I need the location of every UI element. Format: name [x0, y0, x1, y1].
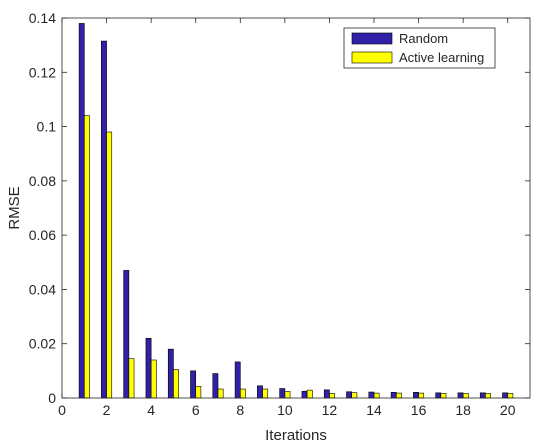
x-tick-label: 20 — [500, 402, 516, 418]
legend-swatch — [351, 32, 393, 45]
legend-swatch — [351, 51, 393, 64]
bar — [507, 393, 514, 399]
bar — [440, 393, 447, 399]
bar — [106, 131, 113, 399]
bar — [195, 386, 202, 399]
x-tick-label: 16 — [411, 402, 427, 418]
bar — [346, 391, 353, 399]
y-tick-label: 0.12 — [29, 64, 56, 80]
y-axis-ticks: 0 0.02 0.04 0.06 0.08 0.1 0.12 0.14 — [29, 10, 530, 406]
bar — [306, 389, 313, 399]
x-tick-label: 10 — [277, 402, 293, 418]
x-tick-label: 2 — [103, 402, 111, 418]
y-tick-label: 0.02 — [29, 336, 56, 352]
bar — [217, 388, 224, 399]
x-tick-label: 6 — [192, 402, 200, 418]
bar — [190, 370, 197, 399]
bar — [150, 359, 157, 399]
x-axis-ticks: 0 2 4 6 8 10 12 14 16 18 20 — [58, 18, 516, 418]
bar — [368, 391, 375, 399]
y-tick-label: 0.04 — [29, 281, 56, 297]
bar — [83, 115, 90, 399]
x-tick-label: 12 — [322, 402, 338, 418]
bar — [373, 392, 380, 399]
x-tick-label: 8 — [236, 402, 244, 418]
series-random — [78, 23, 509, 399]
bars-group — [78, 23, 514, 399]
bar — [462, 393, 469, 399]
x-axis-label: Iterations — [265, 427, 327, 444]
bar — [279, 388, 286, 399]
bar — [128, 358, 135, 399]
legend-label: Random — [399, 31, 448, 46]
bar — [502, 392, 509, 399]
series-active-learning — [83, 115, 514, 399]
bar — [78, 23, 85, 399]
bar — [101, 40, 107, 399]
x-tick-label: 14 — [366, 402, 382, 418]
y-tick-label: 0.08 — [29, 173, 56, 189]
legend: Random Active learning — [343, 27, 496, 69]
y-axis-label: RMSE — [6, 186, 23, 229]
bar — [173, 369, 179, 399]
bar — [351, 392, 358, 399]
bar — [167, 348, 174, 399]
bar — [234, 361, 241, 399]
y-tick-label: 0.1 — [37, 119, 57, 135]
bar — [479, 392, 486, 399]
y-tick-label: 0.06 — [29, 227, 56, 243]
bar — [239, 388, 246, 399]
x-tick-label: 18 — [455, 402, 471, 418]
bar — [413, 391, 419, 399]
bar — [262, 388, 269, 399]
legend-label: Active learning — [399, 50, 484, 65]
bar — [485, 393, 491, 399]
x-tick-label: 0 — [58, 402, 66, 418]
x-tick-label: 4 — [147, 402, 155, 418]
bar — [395, 392, 402, 399]
bar — [435, 392, 442, 399]
bar — [145, 337, 152, 399]
bar — [457, 392, 464, 399]
y-tick-label: 0.14 — [29, 10, 56, 26]
axes-box — [61, 17, 531, 399]
bar — [329, 393, 335, 399]
bar — [257, 385, 263, 399]
bar — [301, 390, 308, 399]
bar — [390, 391, 397, 399]
plot-area — [62, 18, 530, 398]
bar — [418, 392, 425, 399]
bar — [212, 373, 219, 399]
bar — [323, 389, 330, 399]
bar — [284, 391, 291, 399]
bar — [123, 270, 130, 399]
y-tick-label: 0 — [48, 390, 56, 406]
